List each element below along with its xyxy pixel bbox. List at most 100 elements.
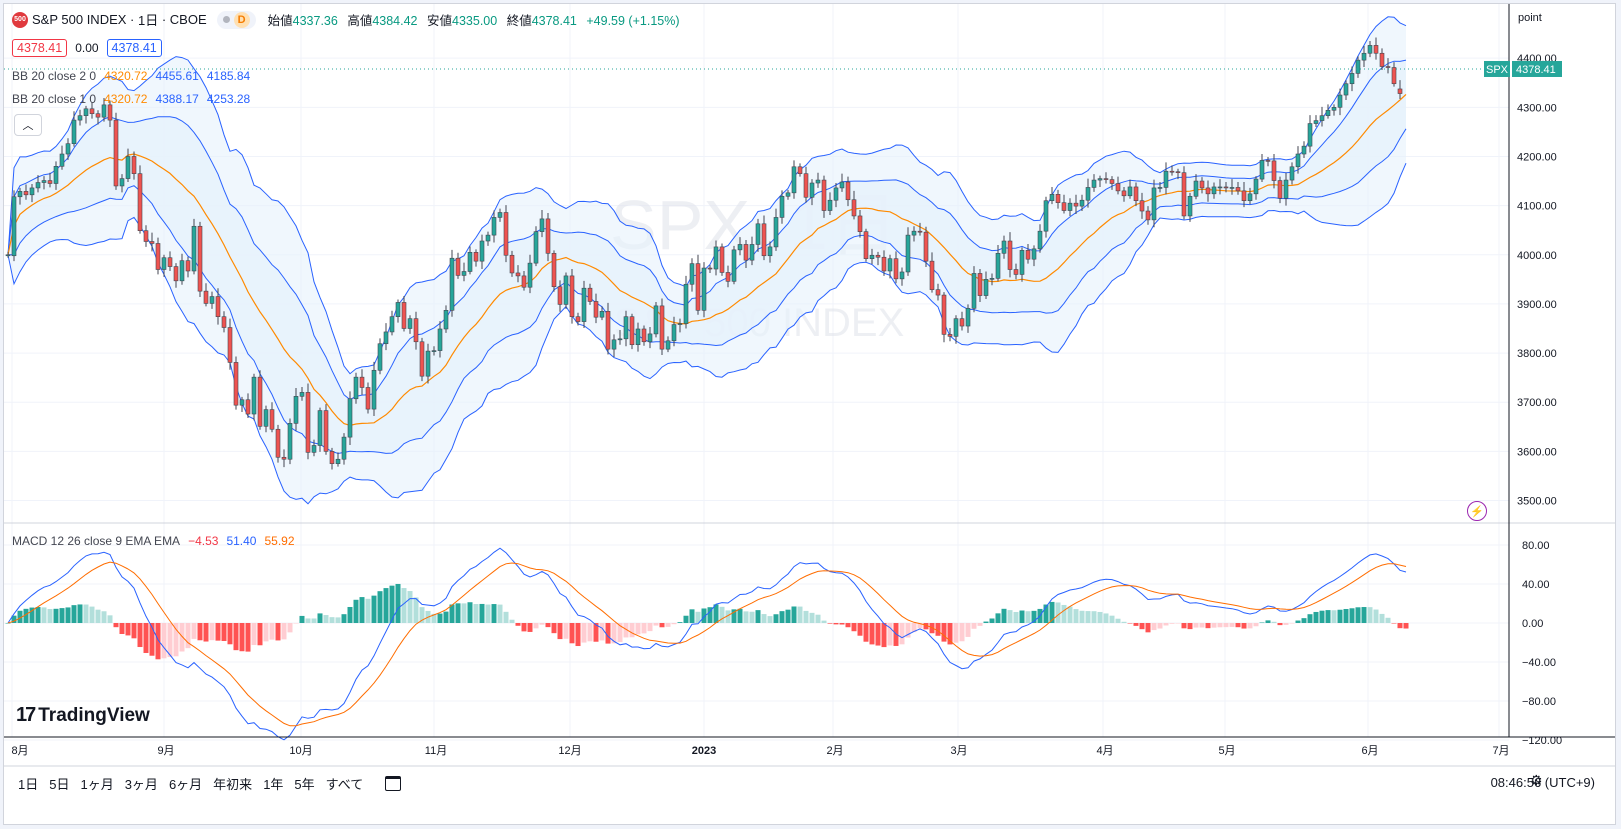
macd-bar <box>545 623 551 628</box>
candle <box>563 272 569 309</box>
candle-body <box>749 244 755 261</box>
candle <box>449 249 455 317</box>
candle <box>257 370 263 430</box>
settings-gear-icon[interactable]: ⚙ <box>1530 772 1543 788</box>
candle <box>629 313 635 350</box>
candle-body <box>185 260 191 272</box>
candle <box>185 256 191 278</box>
range-6m[interactable]: 6ヶ月 <box>168 776 203 792</box>
candle-body <box>1163 170 1169 188</box>
candle <box>695 254 701 315</box>
range-5y[interactable]: 5年 <box>294 776 315 792</box>
time-tick-label: 5月 <box>1218 745 1235 757</box>
tradingview-logo[interactable]: 17 TradingView <box>16 704 150 726</box>
range-1d[interactable]: 1日 <box>18 776 39 792</box>
range-ytd[interactable]: 年初来 <box>213 776 253 792</box>
candle-body <box>101 104 107 118</box>
macd-bar <box>1007 610 1013 623</box>
candle <box>1157 182 1163 193</box>
candle-body <box>725 272 731 282</box>
candle-body <box>17 191 23 198</box>
candle-body <box>761 223 767 257</box>
macd-bar <box>1013 611 1019 623</box>
candle <box>59 145 65 170</box>
candle-body <box>851 199 857 217</box>
macd-bar <box>263 623 269 642</box>
candle-body <box>1235 187 1241 192</box>
candle-body <box>1091 179 1097 188</box>
candle <box>1181 166 1187 220</box>
symbol-name[interactable]: S&P 500 INDEX <box>32 12 127 27</box>
macd-bar <box>1103 613 1109 623</box>
range-3m[interactable]: 3ヶ月 <box>124 776 158 792</box>
macd-bar <box>989 618 995 623</box>
candle-body <box>1337 94 1343 108</box>
candle-body <box>275 428 281 458</box>
macd-legend[interactable]: MACD 12 26 close 9 EMA EMA −4.53 51.40 5… <box>12 534 295 548</box>
candle-body <box>329 451 335 464</box>
close-value: 4378.41 <box>531 14 577 28</box>
candle <box>1241 182 1247 208</box>
range-1y[interactable]: 1年 <box>263 776 284 792</box>
candle <box>1373 37 1379 60</box>
candle-body <box>1205 187 1211 195</box>
candle-body <box>281 456 287 460</box>
macd-bar <box>1187 623 1193 630</box>
candle-body <box>539 218 545 232</box>
bb1-lower: 4253.28 <box>206 92 251 106</box>
candle-body <box>437 328 443 351</box>
macd-tick-label: 0.00 <box>1522 618 1543 630</box>
trade-buttons: 4378.41 0.00 4378.41 <box>12 39 162 57</box>
index-logo: 500 <box>12 11 28 28</box>
candle <box>707 265 713 273</box>
bb2-upper-line <box>7 16 1407 375</box>
candle <box>671 316 677 347</box>
candle-body <box>1181 172 1187 217</box>
clock[interactable]: 08:46:56 (UTC+9) <box>1490 775 1595 790</box>
candle-body <box>671 324 677 342</box>
chart-canvas[interactable]: SPX, 1日S&P 500 INDEXpoint4400.004300.004… <box>4 4 1616 825</box>
macd-bar <box>473 604 479 623</box>
candle-body <box>1121 190 1127 197</box>
calendar-icon[interactable] <box>385 775 402 791</box>
candle <box>1049 186 1055 205</box>
macd-bar <box>1331 610 1337 623</box>
lightning-icon[interactable]: ⚡ <box>1467 501 1487 521</box>
bb2-legend[interactable]: BB 20 close 2 0 4320.72 4455.61 4185.84 <box>12 69 250 83</box>
macd-bar <box>47 609 53 623</box>
buy-button[interactable]: 4378.41 <box>106 39 162 57</box>
sell-button[interactable]: 4378.41 <box>12 39 68 57</box>
candle <box>263 405 269 433</box>
time-tick-label: 3月 <box>950 745 967 757</box>
collapse-legend-button[interactable]: ︿ <box>14 114 42 136</box>
candle-body <box>1019 250 1025 275</box>
candle-body <box>785 192 791 197</box>
candle <box>653 301 659 338</box>
candle <box>1289 162 1295 185</box>
candle-body <box>65 143 71 155</box>
chevron-up-icon: ︿ <box>22 120 34 132</box>
range-5d[interactable]: 5日 <box>49 776 70 792</box>
market-status-pill[interactable]: D <box>216 10 256 29</box>
candle <box>539 210 545 238</box>
interval-label[interactable]: 1日 <box>137 13 159 28</box>
bb1-legend[interactable]: BB 20 close 1 0 4320.72 4388.17 4253.28 <box>12 92 250 106</box>
range-all[interactable]: すべて <box>325 776 364 792</box>
candle-body <box>587 287 593 302</box>
candle <box>965 304 971 333</box>
candle <box>1037 224 1043 253</box>
candle-body <box>791 166 797 194</box>
candle-body <box>935 289 941 296</box>
candle <box>1145 206 1151 225</box>
macd-bar <box>761 614 767 623</box>
candle-body <box>239 399 245 406</box>
macd-bar <box>743 611 749 623</box>
candle <box>1073 194 1079 214</box>
candle <box>713 240 719 276</box>
candle <box>131 151 137 180</box>
candle-body <box>1223 186 1229 189</box>
candle-body <box>455 257 461 276</box>
range-1m[interactable]: 1ヶ月 <box>80 776 114 792</box>
candle-body <box>743 244 749 261</box>
macd-signal-value: 55.92 <box>264 534 295 548</box>
